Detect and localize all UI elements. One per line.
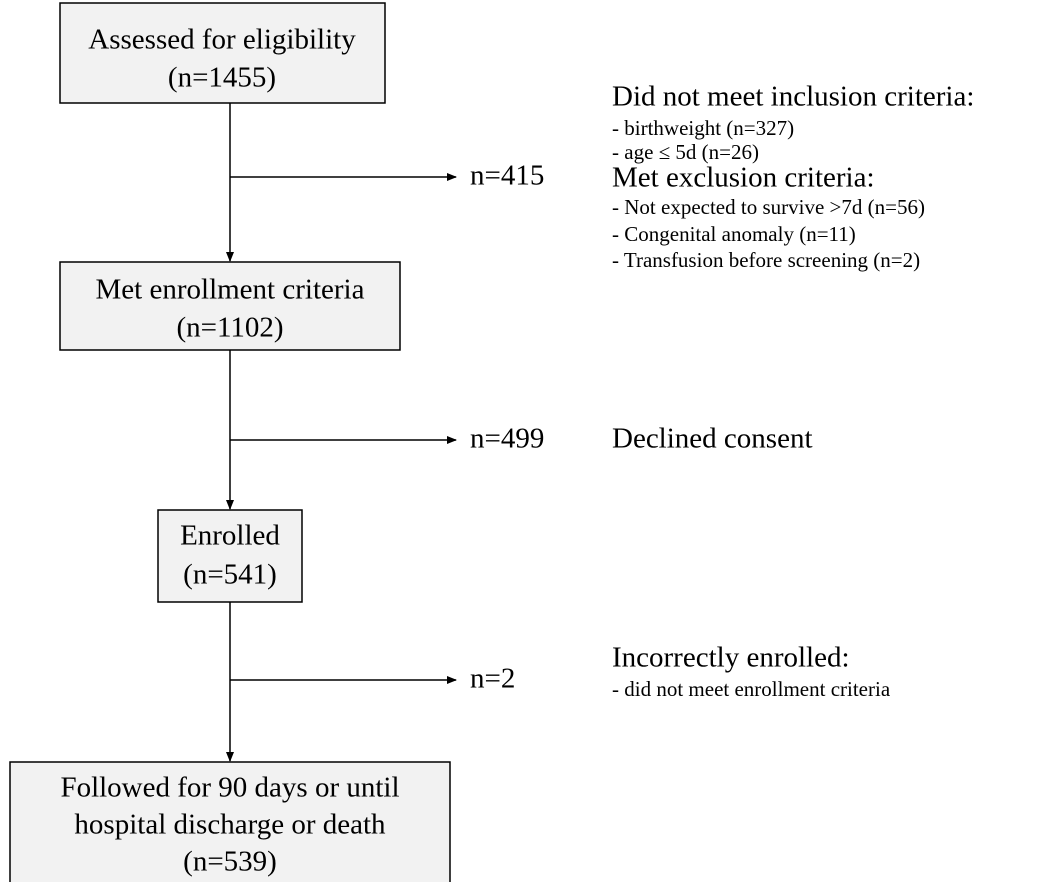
exclusion-count: n=499	[470, 423, 544, 455]
box-text: hospital discharge or death	[74, 809, 386, 841]
box-text: (n=1102)	[176, 312, 283, 344]
box	[157, 509, 303, 603]
box-text: Enrolled	[180, 520, 280, 552]
exclusion-count: n=2	[470, 663, 515, 695]
box	[59, 2, 386, 104]
exclusion-note: - Transfusion before screening (n=2)	[612, 248, 920, 272]
box-text: (n=541)	[183, 559, 277, 591]
exclusion-note: - Congenital anomaly (n=11)	[612, 222, 856, 246]
exclusion-note: Did not meet inclusion criteria:	[612, 81, 974, 113]
box	[59, 261, 401, 351]
exclusion-note: - age ≤ 5d (n=26)	[612, 140, 759, 164]
exclusion-note: - Not expected to survive >7d (n=56)	[612, 195, 925, 219]
box-text: (n=1455)	[168, 62, 276, 94]
box	[9, 761, 451, 882]
exclusion-note: Incorrectly enrolled:	[612, 642, 850, 674]
exclusion-note: - birthweight (n=327)	[612, 116, 794, 140]
box-text: Followed for 90 days or until	[60, 772, 399, 804]
exclusion-note: Declined consent	[612, 423, 813, 455]
exclusion-note: Met exclusion criteria:	[612, 162, 875, 194]
box-text: Assessed for eligibility	[88, 24, 356, 56]
box-text: Met enrollment criteria	[96, 274, 365, 306]
exclusion-count: n=415	[470, 160, 544, 192]
box-text: (n=539)	[183, 846, 277, 878]
exclusion-note: - did not meet enrollment criteria	[612, 677, 891, 701]
